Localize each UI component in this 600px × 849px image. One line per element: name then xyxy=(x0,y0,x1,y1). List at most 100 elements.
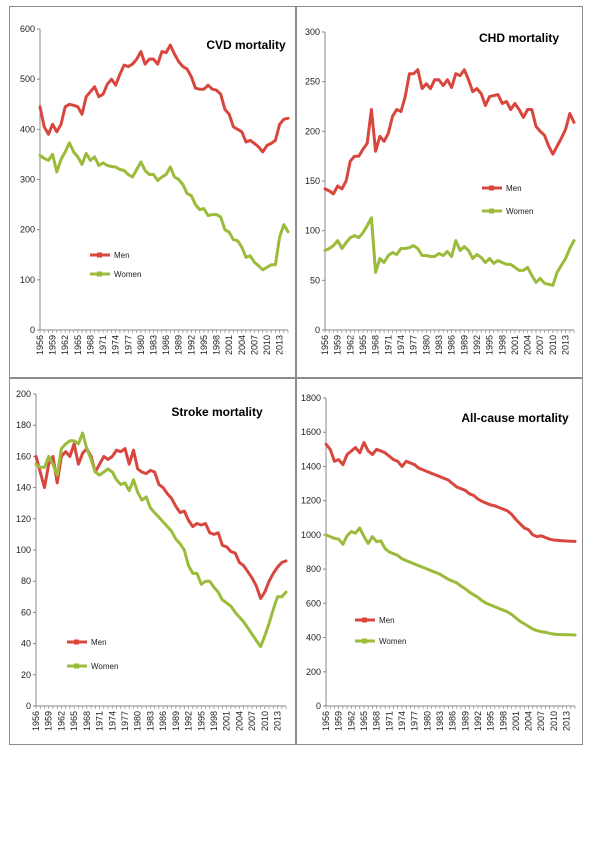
x-tick-label: 1983 xyxy=(145,711,155,731)
x-tick-label: 1977 xyxy=(123,335,133,355)
y-tick-label: 0 xyxy=(315,325,320,335)
series-line-women xyxy=(38,141,290,272)
series-line-women xyxy=(324,526,577,637)
series-line-men xyxy=(38,43,290,154)
x-tick-label: 1956 xyxy=(31,711,41,731)
y-tick-label: 50 xyxy=(310,275,320,285)
x-tick-label: 2007 xyxy=(535,335,545,355)
x-tick-label: 2001 xyxy=(224,335,234,355)
x-tick-label: 1989 xyxy=(459,335,469,355)
x-tick-label: 1968 xyxy=(82,711,92,731)
x-tick-label: 1986 xyxy=(448,711,458,731)
x-tick-label: 1995 xyxy=(199,335,209,355)
x-tick-label: 1998 xyxy=(497,335,507,355)
x-tick-label: 1974 xyxy=(396,335,406,355)
legend-label-men: Men xyxy=(379,616,395,625)
y-tick-label: 200 xyxy=(20,225,35,235)
x-tick-label: 2004 xyxy=(524,711,534,731)
cvd-mortality-panel: 0 100 200 300 400 500 600 1956 1959 1962 1965 1968 1… xyxy=(9,6,296,378)
x-tick-label: 1983 xyxy=(434,335,444,355)
x-tick-label: 1968 xyxy=(371,335,381,355)
x-tick-label: 1968 xyxy=(85,335,95,355)
x-tick-label: 2010 xyxy=(549,711,559,731)
chd-mortality-panel: 0 50 100 150 200 250 300 1956 1959 1962 1965 1968 19… xyxy=(296,6,583,378)
x-tick-label: 2004 xyxy=(523,335,533,355)
x-tick-label: 1962 xyxy=(56,711,66,731)
legend-marker-men xyxy=(74,639,79,645)
x-tick-label: 2001 xyxy=(511,711,521,731)
x-tick-label: 1959 xyxy=(333,335,343,355)
series-line-men xyxy=(324,441,577,543)
x-tick-label: 1971 xyxy=(384,711,394,731)
x-tick-label: 1956 xyxy=(320,335,330,355)
y-tick-label: 200 xyxy=(306,667,321,677)
x-tick-label: 1980 xyxy=(136,335,146,355)
x-tick-label: 1998 xyxy=(209,711,219,731)
x-tick-label: 2013 xyxy=(561,335,571,355)
x-tick-label: 1965 xyxy=(73,335,83,355)
y-tick-label: 100 xyxy=(20,275,35,285)
x-tick-label: 1959 xyxy=(44,711,54,731)
x-tick-label: 1983 xyxy=(148,335,158,355)
series-line-women xyxy=(323,216,576,287)
x-tick-label: 1980 xyxy=(133,711,143,731)
x-tick-label: 1974 xyxy=(107,711,117,731)
x-tick-label: 2004 xyxy=(234,711,244,731)
y-tick-label: 120 xyxy=(16,514,31,524)
y-tick-label: 1400 xyxy=(301,461,321,471)
x-tick-label: 2004 xyxy=(237,335,247,355)
x-tick-label: 2013 xyxy=(275,335,285,355)
y-tick-label: 1800 xyxy=(301,393,321,403)
x-tick-label: 1971 xyxy=(98,335,108,355)
y-tick-label: 300 xyxy=(20,175,35,185)
all-cause-mortality-chart: 0 200 400 600 800 1000 1200 1400 1600 1800 1956 195… xyxy=(301,393,577,731)
legend-label-women: Women xyxy=(506,207,533,216)
chart-title: CVD mortality xyxy=(206,38,286,52)
y-tick-label: 100 xyxy=(305,226,320,236)
x-tick-label: 1995 xyxy=(485,335,495,355)
y-tick-label: 0 xyxy=(30,325,35,335)
y-tick-label: 1000 xyxy=(301,530,321,540)
x-tick-label: 1992 xyxy=(472,335,482,355)
x-tick-label: 2001 xyxy=(510,335,520,355)
x-tick-label: 2007 xyxy=(249,335,259,355)
legend-marker-men xyxy=(97,252,102,258)
y-tick-label: 1600 xyxy=(301,427,321,437)
x-tick-label: 1977 xyxy=(120,711,130,731)
chart-title: CHD mortality xyxy=(479,31,559,45)
legend-marker-women xyxy=(489,208,494,214)
x-tick-label: 2010 xyxy=(262,335,272,355)
x-tick-label: 1986 xyxy=(447,335,457,355)
y-tick-label: 800 xyxy=(306,564,321,574)
x-tick-label: 1983 xyxy=(435,711,445,731)
y-tick-label: 200 xyxy=(16,389,31,399)
y-tick-label: 150 xyxy=(305,176,320,186)
x-tick-label: 2010 xyxy=(260,711,270,731)
x-tick-label: 1980 xyxy=(421,335,431,355)
x-tick-label: 1992 xyxy=(473,711,483,731)
y-tick-label: 160 xyxy=(16,451,31,461)
legend-marker-women xyxy=(74,663,79,669)
stroke-mortality-panel: 0 20 40 60 80 100 120 140 160 180 200 1956 1959 1962 1… xyxy=(9,378,296,745)
x-tick-label: 1989 xyxy=(171,711,181,731)
y-tick-label: 300 xyxy=(305,27,320,37)
series-line-men xyxy=(323,68,576,196)
series-line-women xyxy=(34,431,288,649)
x-tick-label: 1959 xyxy=(334,711,344,731)
x-tick-label: 1965 xyxy=(359,711,369,731)
x-tick-label: 1965 xyxy=(358,335,368,355)
x-tick-label: 1980 xyxy=(422,711,432,731)
y-tick-label: 500 xyxy=(20,74,35,84)
legend-label-men: Men xyxy=(506,184,522,193)
legend-marker-men xyxy=(489,185,494,191)
x-tick-label: 1971 xyxy=(95,711,105,731)
x-tick-label: 1962 xyxy=(60,335,70,355)
legend-label-women: Women xyxy=(114,270,141,279)
y-tick-label: 100 xyxy=(16,545,31,555)
x-tick-label: 1974 xyxy=(111,335,121,355)
y-tick-label: 180 xyxy=(16,420,31,430)
y-tick-label: 140 xyxy=(16,483,31,493)
y-tick-label: 600 xyxy=(20,24,35,34)
x-tick-label: 2010 xyxy=(548,335,558,355)
